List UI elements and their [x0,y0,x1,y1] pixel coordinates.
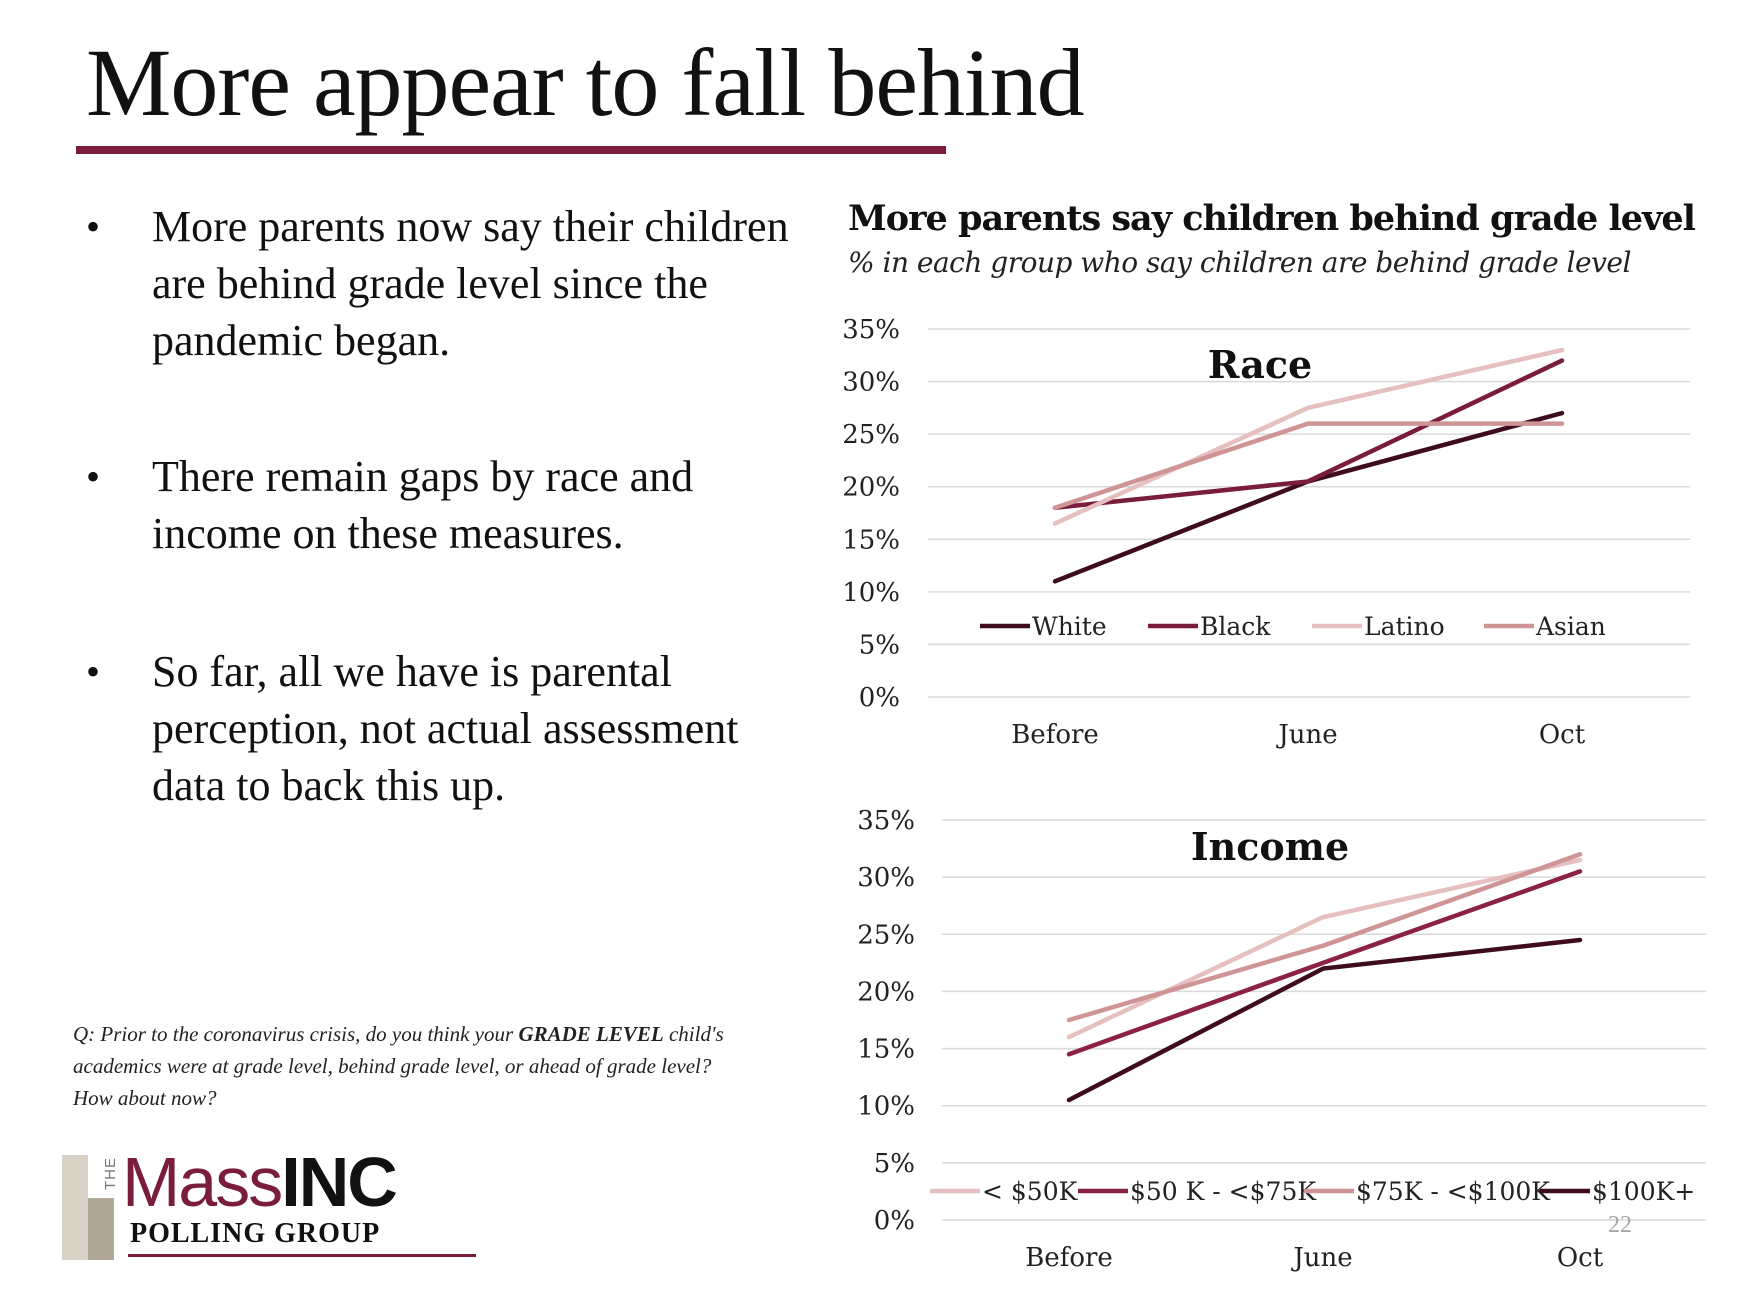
question-suffix: child's academics were at grade level, b… [73,1022,724,1110]
bullet-text: There remain gaps by race and income on … [152,452,694,558]
series-line [1066,937,1583,1103]
panel-title: Income [1191,824,1349,869]
x-tick-label: Oct [1557,1243,1604,1273]
y-tick-label: 25% [842,420,900,450]
legend-label: Latino [1364,612,1445,641]
series-line [1052,410,1565,584]
y-tick-label: 35% [842,315,900,345]
logo-wordmark: MassINC [122,1142,398,1222]
series-line [1052,421,1565,510]
bullet-item: • There remain gaps by race and income o… [80,448,800,562]
bullet-item: • So far, all we have is parental percep… [80,643,800,814]
legend-label: Black [1200,612,1271,641]
series-line [1052,358,1565,510]
logo-bar [88,1198,114,1260]
bullet-text: More parents now say their children are … [152,202,789,365]
y-tick-label: 20% [842,473,900,503]
massinc-logo: THE MassINC POLLING GROUP [62,1143,476,1260]
panel-title: Race [1208,342,1312,387]
bullet-marker: • [86,454,101,499]
series-line [1066,852,1583,1023]
y-tick-label: 25% [857,920,915,950]
title-underline [76,146,946,154]
y-tick-label: 5% [859,630,900,660]
x-tick-label: June [1290,1243,1352,1273]
legend-label: $100K+ [1592,1177,1695,1206]
y-tick-label: 10% [842,578,900,608]
question-prefix: Q: Prior to the coronavirus crisis, do y… [73,1022,519,1046]
bullet-item: • More parents now say their children ar… [80,198,800,369]
logo-mass-text: Mass [122,1143,283,1221]
x-tick-label: Before [1025,1243,1113,1273]
series-line [1052,347,1565,526]
chart-title: More parents say children behind grade l… [848,198,1696,239]
question-emphasis: GRADE LEVEL [518,1022,664,1046]
legend-label: Asian [1535,612,1606,641]
page-number: 22 [1608,1212,1632,1238]
y-tick-label: 15% [842,525,900,555]
bullet-marker: • [86,649,101,694]
legend-label: $75K - <$100K [1356,1177,1551,1206]
y-tick-label: 20% [857,977,915,1007]
y-tick-label: 10% [857,1092,915,1122]
series-line [1066,869,1583,1057]
legend-label: White [1032,612,1107,641]
y-tick-label: 0% [874,1206,915,1236]
logo-bar [62,1155,88,1260]
logo-subtitle: POLLING GROUP [130,1218,381,1249]
x-tick-label: Oct [1539,720,1586,750]
y-tick-label: 30% [857,863,915,893]
y-tick-label: 0% [859,683,900,713]
y-tick-label: 5% [874,1149,915,1179]
bullet-text: So far, all we have is parental percepti… [152,647,739,810]
legend-label: < $50K [982,1177,1079,1206]
slide-title: More appear to fall behind [86,29,1085,136]
y-tick-label: 15% [857,1035,915,1065]
bullet-marker: • [86,204,101,249]
chart-subtitle: % in each group who say children are beh… [848,246,1631,279]
logo-underline [128,1254,476,1257]
logo-inc-text: INC [281,1143,398,1221]
x-tick-label: Before [1011,720,1099,750]
x-tick-label: June [1275,720,1337,750]
survey-question: Q: Prior to the coronavirus crisis, do y… [73,1018,753,1114]
legend-label: $50 K - <$75K [1130,1177,1317,1206]
y-tick-label: 30% [842,368,900,398]
y-tick-label: 35% [857,806,915,836]
